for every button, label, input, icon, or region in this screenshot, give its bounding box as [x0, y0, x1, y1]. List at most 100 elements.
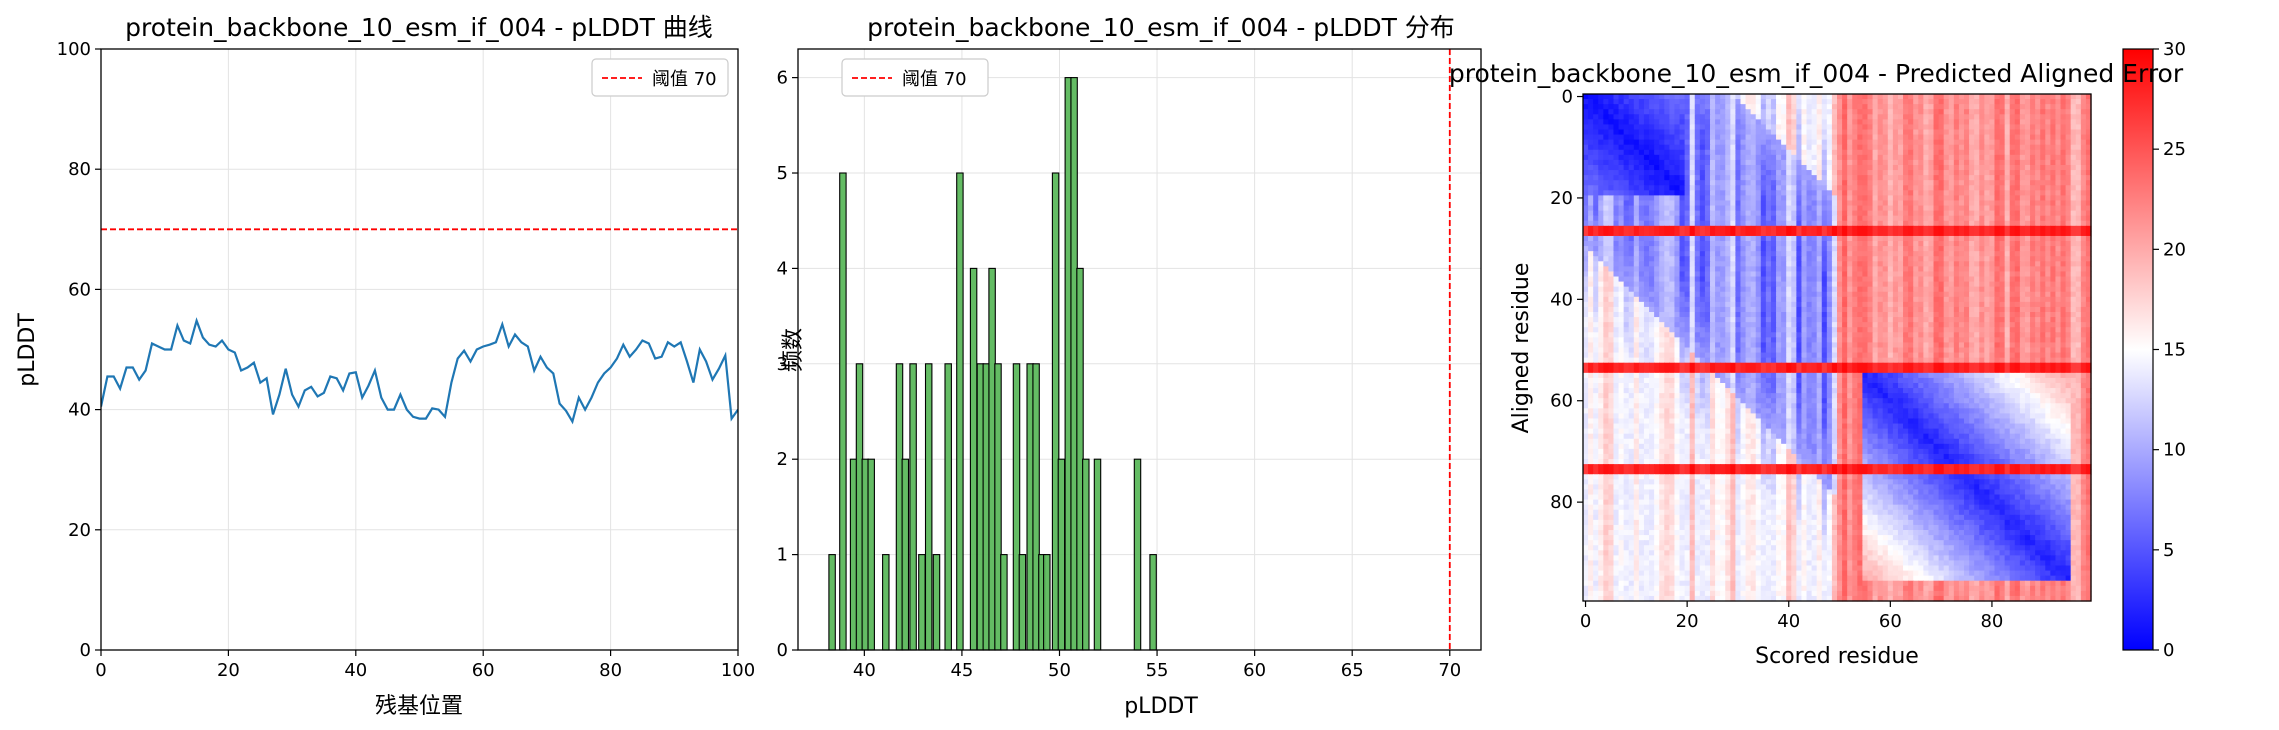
heatmap-cell — [1831, 144, 1838, 151]
heatmap-cell — [1801, 230, 1808, 237]
heatmap-cell — [1720, 164, 1726, 171]
heatmap-cell — [2045, 205, 2051, 212]
heatmap-cell — [1943, 241, 1950, 247]
heatmap-cell — [1628, 251, 1635, 257]
heatmap-cell — [1903, 129, 1909, 136]
heatmap-cell — [1831, 94, 1838, 100]
heatmap-cell — [1877, 114, 1884, 120]
heatmap-cell — [1786, 185, 1792, 191]
heatmap-cell — [1770, 301, 1777, 308]
heatmap-cell — [1913, 200, 1919, 207]
heatmap-cell — [1913, 256, 1919, 262]
heatmap-cell — [1669, 271, 1676, 278]
heatmap-cell — [1862, 225, 1869, 232]
heatmap-cell — [1857, 180, 1863, 186]
heatmap-cell — [1816, 144, 1823, 151]
heatmap-cell — [1689, 235, 1696, 242]
heatmap-cell — [1649, 337, 1655, 344]
heatmap-cell — [1852, 261, 1858, 267]
heatmap-cell — [1765, 139, 1772, 146]
heatmap-cell — [1684, 104, 1691, 110]
heatmap-cell — [1831, 185, 1838, 191]
heatmap-cell — [1593, 230, 1599, 237]
heatmap-cell — [1633, 170, 1640, 176]
heatmap-cell — [1933, 266, 1940, 273]
heatmap-cell — [1897, 109, 1904, 115]
heatmap-cell — [1679, 134, 1686, 141]
heatmap-cell — [1684, 220, 1691, 227]
heatmap-cell — [2080, 235, 2087, 242]
heatmap-cell — [2004, 286, 2011, 293]
heatmap-cell — [1704, 332, 1711, 338]
heatmap-cell — [1842, 195, 1848, 202]
heatmap-cell — [1720, 104, 1726, 110]
heatmap-cell — [1725, 230, 1731, 237]
heatmap-cell — [2080, 332, 2087, 338]
heatmap-cell — [1821, 286, 1828, 293]
heatmap-cell — [2080, 322, 2087, 328]
heatmap-cell — [1948, 109, 1955, 115]
heatmap-cell — [1710, 104, 1716, 110]
heatmap-cell — [1821, 99, 1828, 105]
heatmap-cell — [1933, 104, 1940, 110]
heatmap-cell — [1760, 317, 1767, 323]
heatmap-cell — [1623, 332, 1630, 338]
heatmap-cell — [1684, 139, 1691, 146]
heatmap-cell — [1857, 149, 1863, 156]
heatmap-cell — [1781, 164, 1787, 171]
heatmap-cell — [1593, 164, 1599, 171]
heatmap-cell — [2080, 144, 2087, 151]
heatmap-cell — [1999, 322, 2006, 328]
heatmap-cell — [1674, 185, 1681, 191]
heatmap-cell — [1608, 114, 1615, 120]
heatmap-cell — [1974, 241, 1980, 247]
heatmap-cell — [1704, 317, 1711, 323]
heatmap-cell — [1664, 337, 1670, 344]
heatmap-cell — [1745, 215, 1752, 222]
heatmap-cell — [1715, 195, 1721, 202]
heatmap-cell — [1755, 149, 1762, 156]
heatmap-cell — [2030, 291, 2036, 298]
heatmap-cell — [1740, 266, 1747, 273]
heatmap-cell — [1796, 322, 1803, 328]
heatmap-cell — [1903, 144, 1909, 151]
heatmap-cell — [2050, 149, 2057, 156]
heatmap-cell — [1979, 144, 1985, 151]
heatmap-cell — [1679, 230, 1686, 237]
heatmap-cell — [1796, 327, 1803, 333]
heatmap-cell — [1872, 195, 1879, 202]
heatmap-cell — [1638, 205, 1645, 212]
heatmap-cell — [1831, 327, 1838, 333]
heatmap-cell — [1791, 170, 1797, 176]
heatmap-cell — [1791, 104, 1797, 110]
heatmap-cell — [2040, 281, 2046, 288]
heatmap-cell — [1643, 241, 1650, 247]
heatmap-cell — [2045, 129, 2051, 136]
heatmap-cell — [1649, 312, 1655, 318]
heatmap-cell — [1593, 306, 1599, 313]
heatmap-cell — [1811, 185, 1818, 191]
heatmap-cell — [1979, 220, 1985, 227]
heatmap-cell — [1623, 114, 1630, 120]
heatmap-cell — [1811, 291, 1818, 298]
heatmap-cell — [1872, 220, 1879, 227]
heatmap-cell — [1821, 104, 1828, 110]
heatmap-cell — [2050, 306, 2057, 313]
heatmap-cell — [1918, 286, 1924, 293]
heatmap-cell — [2065, 322, 2072, 328]
heatmap-cell — [1649, 327, 1655, 333]
heatmap-cell — [1852, 134, 1858, 141]
heatmap-cell — [1837, 215, 1843, 222]
heatmap-cell — [1593, 114, 1599, 120]
heatmap-cell — [2050, 185, 2057, 191]
heatmap-cell — [2014, 159, 2021, 166]
heatmap-cell — [2024, 301, 2031, 308]
heatmap-cell — [2009, 200, 2016, 207]
heatmap-cell — [1882, 210, 1889, 217]
heatmap-cell — [2024, 114, 2031, 120]
heatmap-cell — [1588, 170, 1594, 176]
heatmap-cell — [1811, 220, 1818, 227]
heatmap-cell — [1740, 291, 1747, 298]
heatmap-cell — [1867, 129, 1874, 136]
heatmap-cell — [1979, 271, 1985, 278]
